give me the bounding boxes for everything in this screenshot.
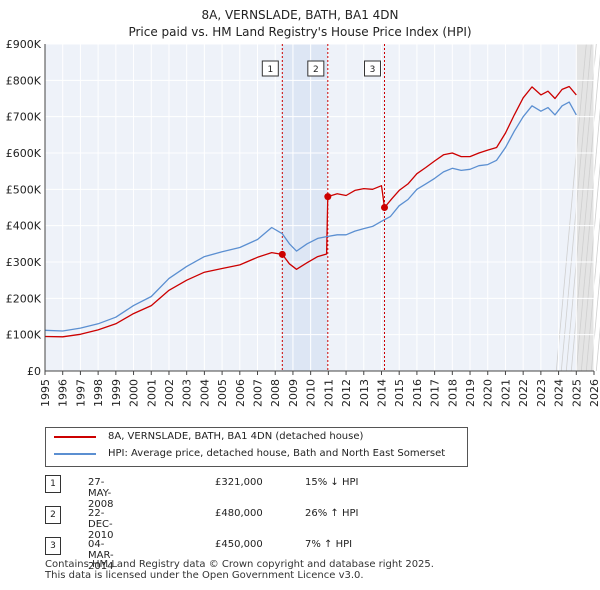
x-tick-label: 2023 xyxy=(535,379,548,407)
x-tick-label: 2006 xyxy=(234,379,247,407)
x-tick-label: 2026 xyxy=(588,379,600,407)
y-tick-label: £500K xyxy=(6,183,42,196)
shaded-range xyxy=(282,44,328,371)
x-tick-label: 2019 xyxy=(464,379,477,407)
chart-title: 8A, VERNSLADE, BATH, BA1 4DN xyxy=(201,8,399,22)
x-tick-label: 2015 xyxy=(393,379,406,407)
transaction-number: 2 xyxy=(45,506,61,524)
sale-marker-label: 3 xyxy=(370,65,376,75)
series-line-hpi xyxy=(44,101,577,332)
forecast-hatch xyxy=(590,271,600,372)
sale-marker-box xyxy=(307,60,325,77)
x-tick-label: 2024 xyxy=(553,379,566,407)
y-tick-label: £0 xyxy=(27,365,41,378)
chart-subtitle: Price paid vs. HM Land Registry's House … xyxy=(128,25,472,39)
y-tick-label: £700K xyxy=(6,111,42,124)
transaction-hpi-change: 7% ↑ HPI xyxy=(305,539,353,550)
x-tick-label: 2011 xyxy=(322,379,335,407)
x-tick-label: 2020 xyxy=(482,379,495,407)
x-tick-label: 2022 xyxy=(517,379,530,407)
x-tick-label: 2014 xyxy=(375,379,388,407)
transaction-hpi-change: 26% ↑ HPI xyxy=(305,508,359,519)
x-tick-label: 2017 xyxy=(429,379,442,407)
footer-licence: This data is licensed under the Open Gov… xyxy=(45,570,364,581)
legend-swatch-property xyxy=(54,435,96,438)
x-tick-label: 2001 xyxy=(145,379,158,407)
series-line-property xyxy=(44,85,577,338)
x-tick-label: 2013 xyxy=(358,379,371,407)
sale-point xyxy=(380,204,388,211)
transaction-number: 3 xyxy=(45,537,61,555)
x-tick-label: 2016 xyxy=(411,379,424,407)
transaction-date: 27-MAY-2008 xyxy=(88,477,114,510)
transaction-date: 22-DEC-2010 xyxy=(88,508,114,541)
x-tick-label: 2005 xyxy=(216,379,229,407)
sale-point xyxy=(278,250,286,258)
x-tick-label: 2009 xyxy=(287,379,300,407)
x-tick-label: 1998 xyxy=(92,379,105,407)
transaction-price: £480,000 xyxy=(215,508,263,519)
x-tick-label: 2012 xyxy=(340,379,353,407)
forecast-region xyxy=(576,44,594,371)
legend-item-property: 8A, VERNSLADE, BATH, BA1 4DN (detached h… xyxy=(54,431,363,442)
sale-marker-box xyxy=(261,60,279,77)
y-tick-label: £200K xyxy=(6,292,42,305)
legend: 8A, VERNSLADE, BATH, BA1 4DN (detached h… xyxy=(45,427,468,467)
x-tick-label: 2018 xyxy=(446,379,459,407)
forecast-hatch xyxy=(575,108,600,372)
sale-marker-label: 1 xyxy=(267,65,273,75)
transaction-hpi-change: 15% ↓ HPI xyxy=(305,477,359,488)
legend-label-hpi: HPI: Average price, detached house, Bath… xyxy=(108,448,446,459)
forecast-hatch xyxy=(565,43,597,372)
legend-label-property: 8A, VERNSLADE, BATH, BA1 4DN (detached h… xyxy=(108,431,364,442)
y-tick-label: £800K xyxy=(6,74,42,87)
x-tick-label: 1995 xyxy=(39,379,52,407)
legend-item-hpi: HPI: Average price, detached house, Bath… xyxy=(54,448,445,459)
y-tick-label: £600K xyxy=(6,147,42,160)
y-tick-label: £900K xyxy=(6,38,42,51)
forecast-hatch xyxy=(555,43,587,372)
footer-copyright: Contains HM Land Registry data © Crown c… xyxy=(45,559,434,570)
x-tick-label: 2003 xyxy=(181,379,194,407)
x-tick-label: 2007 xyxy=(252,379,265,407)
transaction-date: 04-MAR-2014 xyxy=(88,539,114,572)
sale-marker-label: 2 xyxy=(313,65,319,75)
legend-swatch-hpi xyxy=(54,452,96,455)
transaction-price: £321,000 xyxy=(215,477,263,488)
x-tick-label: 2008 xyxy=(269,379,282,407)
price-chart: £0 £100K £200K £300K £400K £500K £600K £700K £80… xyxy=(6,38,600,407)
transaction-price: £450,000 xyxy=(215,539,263,550)
x-tick-label: 1997 xyxy=(74,379,87,407)
sale-point xyxy=(324,193,332,201)
y-tick-label: £300K xyxy=(6,256,42,269)
x-tick-label: 2000 xyxy=(128,379,141,407)
y-tick-label: £400K xyxy=(6,220,42,233)
transaction-number: 1 xyxy=(45,475,61,493)
x-tick-label: 2010 xyxy=(305,379,318,407)
x-tick-label: 2004 xyxy=(198,379,211,407)
forecast-hatch xyxy=(585,217,600,372)
sale-marker-box xyxy=(363,60,381,77)
x-tick-label: 1996 xyxy=(57,379,70,407)
y-tick-label: £100K xyxy=(6,329,42,342)
forecast-hatch xyxy=(580,162,600,372)
x-tick-label: 2025 xyxy=(570,379,583,407)
x-tick-label: 1999 xyxy=(110,379,123,407)
x-tick-label: 2002 xyxy=(163,379,176,407)
x-tick-label: 2021 xyxy=(499,379,512,407)
